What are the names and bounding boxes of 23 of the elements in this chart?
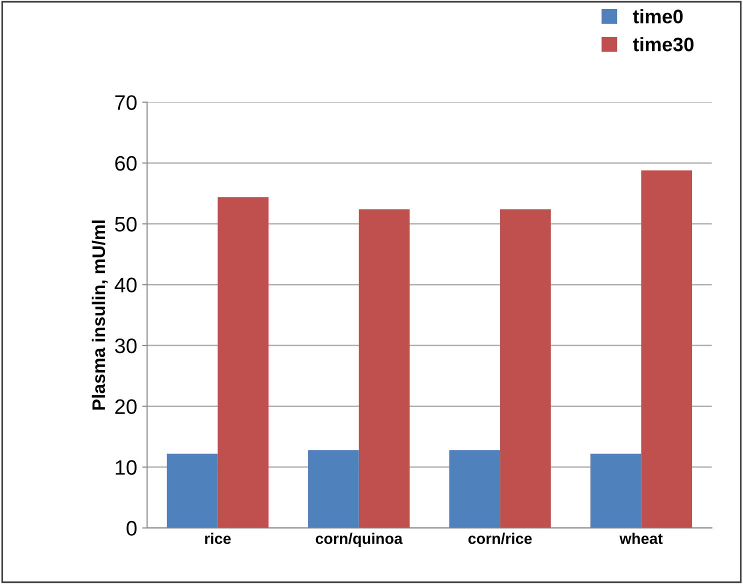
bar [641, 170, 692, 528]
x-tick-label: wheat [620, 532, 663, 544]
y-tick-label: 0 [126, 520, 137, 536]
y-tick-label: 10 [116, 460, 137, 475]
legend-label: time30 [632, 37, 694, 52]
x-tick-label: corn/rice [468, 532, 532, 544]
bar [308, 450, 359, 528]
bar [590, 454, 642, 528]
bar [166, 454, 218, 528]
bar [500, 209, 551, 528]
bar [358, 209, 410, 528]
y-tick-label: 30 [115, 338, 137, 354]
y-tick-label: 50 [115, 216, 137, 232]
bar [449, 450, 500, 528]
y-tick-label: 40 [114, 278, 137, 292]
y-axis-title: Plasma insulin, mU/ml [92, 220, 108, 410]
bar [218, 197, 269, 528]
x-tick-label: rice [205, 532, 231, 544]
y-tick-label: 20 [115, 399, 137, 414]
x-tick-label: corn/quinoa [316, 532, 403, 548]
y-tick-label: 70 [115, 95, 137, 110]
legend-label: time0 [632, 9, 683, 24]
y-tick-label: 60 [115, 156, 137, 171]
